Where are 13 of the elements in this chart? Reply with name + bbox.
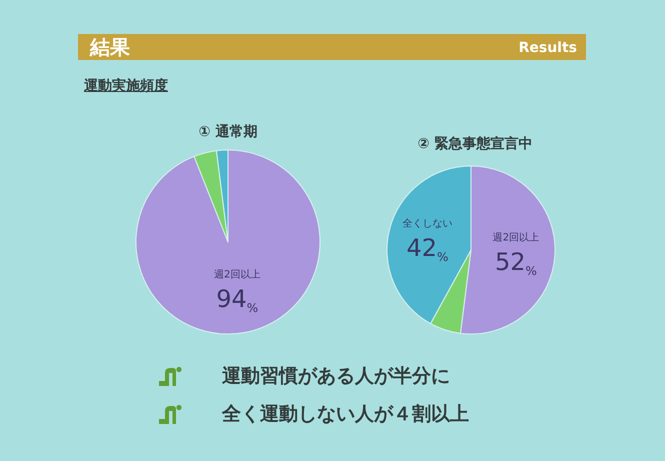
slice-label: 全くしない (402, 217, 452, 230)
text: 運動習慣がある人が半分に (222, 364, 450, 389)
slice-label: 週2回以上 (214, 268, 260, 281)
text: 結果 (90, 34, 130, 60)
text: Results (518, 39, 577, 58)
data-label: 42% (406, 234, 448, 264)
slice-label: 週2回以上 (492, 231, 540, 244)
chart-title: ② 緊急事態宣言中 (418, 135, 532, 152)
text: 運動実施頻度 (84, 76, 168, 96)
text: 全く運動しない人が４割以上 (222, 402, 469, 427)
data-label: 52% (494, 248, 537, 278)
data-label: 94% (216, 285, 258, 316)
chart-title: ① 通常期 (198, 123, 258, 140)
